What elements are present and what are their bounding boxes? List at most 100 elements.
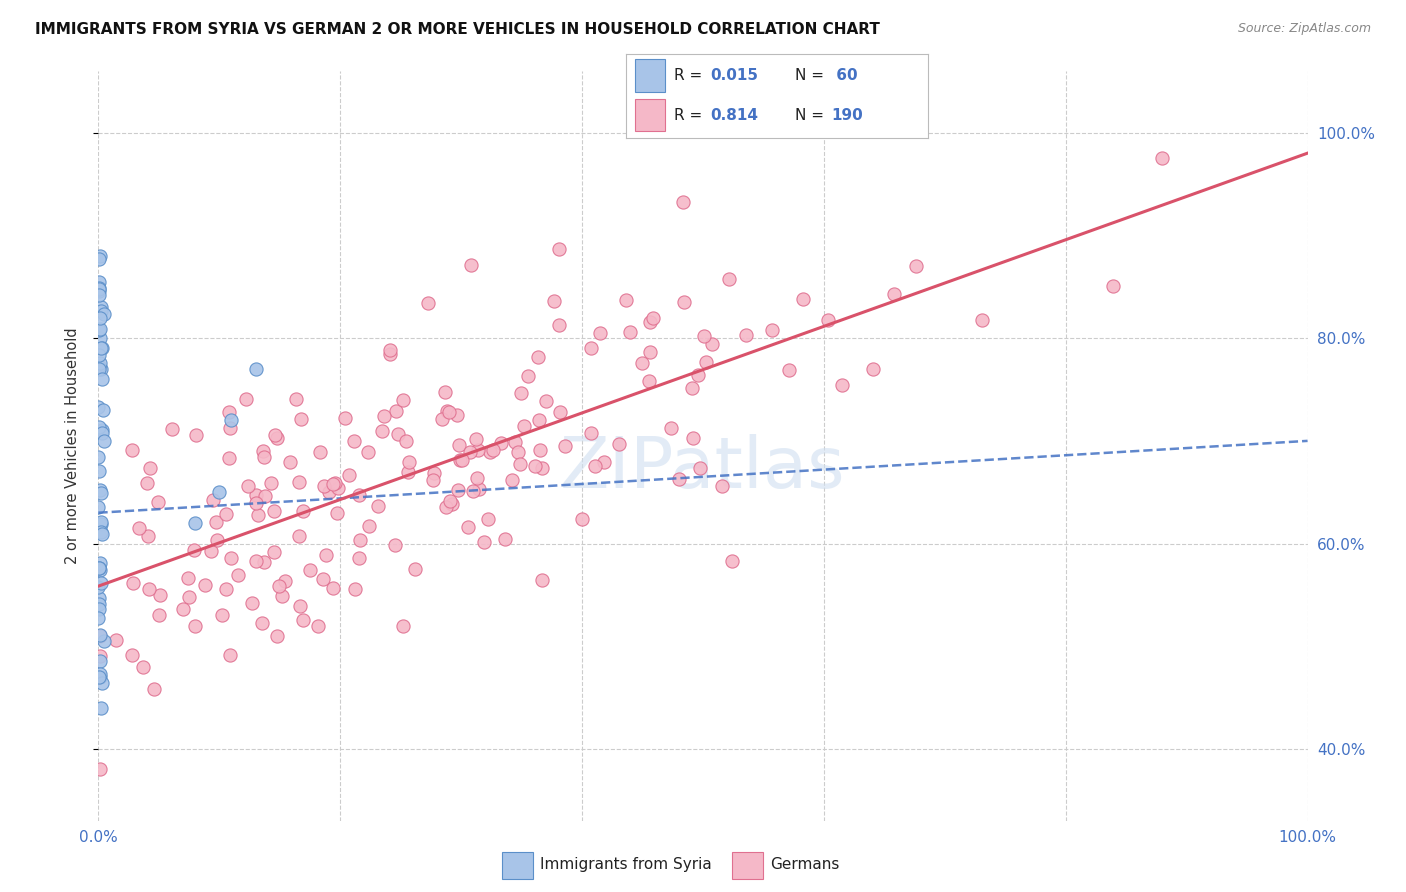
Point — [121, 648, 143, 663]
Point — [378, 343, 401, 357]
Point — [465, 471, 488, 485]
Point — [90, 424, 112, 438]
Point — [89, 348, 111, 362]
Point — [278, 455, 301, 469]
Point — [87, 561, 110, 575]
Text: 190: 190 — [831, 108, 863, 123]
Point — [90, 485, 112, 500]
Point — [263, 427, 285, 442]
Point — [450, 452, 472, 467]
Bar — [634, 60, 665, 92]
Point — [503, 435, 526, 450]
Point — [240, 596, 263, 610]
Point — [89, 628, 111, 642]
Point — [373, 409, 395, 423]
Point — [378, 347, 401, 361]
Point — [89, 762, 111, 776]
Point — [138, 582, 160, 597]
Point — [290, 412, 312, 426]
Point — [89, 667, 111, 681]
Point — [136, 529, 159, 543]
Point — [298, 563, 321, 577]
Text: ZIPatlas: ZIPatlas — [560, 434, 846, 503]
Point — [761, 323, 783, 337]
Point — [218, 451, 240, 466]
Point — [434, 500, 457, 515]
Point — [477, 512, 499, 526]
Point — [494, 532, 516, 546]
Point — [273, 574, 295, 588]
Point — [970, 312, 993, 326]
Point — [472, 534, 495, 549]
Point — [246, 508, 269, 523]
Point — [457, 520, 479, 534]
Point — [323, 476, 346, 491]
Point — [614, 293, 637, 307]
Point — [135, 476, 157, 491]
Point — [422, 466, 444, 480]
Text: IMMIGRANTS FROM SYRIA VS GERMAN 2 OR MORE VEHICLES IN HOUSEHOLD CORRELATION CHAR: IMMIGRANTS FROM SYRIA VS GERMAN 2 OR MOR… — [35, 22, 880, 37]
Point — [271, 589, 294, 603]
Point — [862, 362, 884, 376]
Point — [91, 403, 114, 417]
Point — [87, 450, 110, 464]
Point — [235, 392, 257, 407]
Point — [89, 670, 111, 684]
Point — [87, 252, 110, 267]
Point — [357, 445, 380, 459]
Point — [307, 619, 329, 633]
Point — [384, 538, 406, 552]
Point — [90, 362, 112, 376]
Point — [579, 341, 602, 355]
Point — [87, 670, 110, 684]
Point — [589, 326, 612, 341]
Point — [89, 563, 111, 577]
Point — [205, 516, 228, 530]
Point — [89, 654, 111, 668]
Point — [672, 194, 695, 209]
Point — [682, 431, 704, 445]
Point — [491, 436, 513, 450]
Point — [90, 517, 112, 532]
Point — [529, 442, 551, 457]
Point — [122, 576, 145, 591]
Point — [177, 572, 200, 586]
Bar — [731, 852, 763, 879]
Point — [638, 345, 661, 359]
Point — [349, 533, 371, 548]
Point — [200, 544, 222, 558]
Point — [89, 287, 111, 301]
Point — [337, 467, 360, 482]
Point — [404, 562, 426, 576]
Point — [702, 337, 724, 351]
Point — [266, 629, 288, 643]
Point — [266, 431, 288, 445]
Point — [87, 597, 110, 611]
Point — [90, 425, 112, 440]
Point — [87, 580, 110, 594]
Point — [128, 521, 150, 535]
Point — [449, 453, 471, 467]
Point — [87, 281, 110, 295]
Point — [179, 590, 201, 604]
Point — [547, 318, 569, 332]
Point — [718, 272, 741, 286]
Point — [468, 482, 491, 496]
Point — [607, 437, 630, 451]
Point — [245, 496, 267, 510]
Point — [631, 356, 654, 370]
Point — [322, 582, 344, 596]
Point — [104, 633, 127, 648]
Point — [641, 310, 664, 325]
Point — [267, 579, 290, 593]
Point — [89, 323, 111, 337]
Point — [430, 412, 453, 426]
Point — [433, 384, 456, 399]
Point — [447, 483, 470, 497]
Point — [215, 582, 238, 596]
Point — [90, 576, 112, 591]
Point — [367, 500, 389, 514]
Point — [460, 258, 482, 272]
Point — [260, 476, 283, 491]
Point — [695, 354, 717, 368]
